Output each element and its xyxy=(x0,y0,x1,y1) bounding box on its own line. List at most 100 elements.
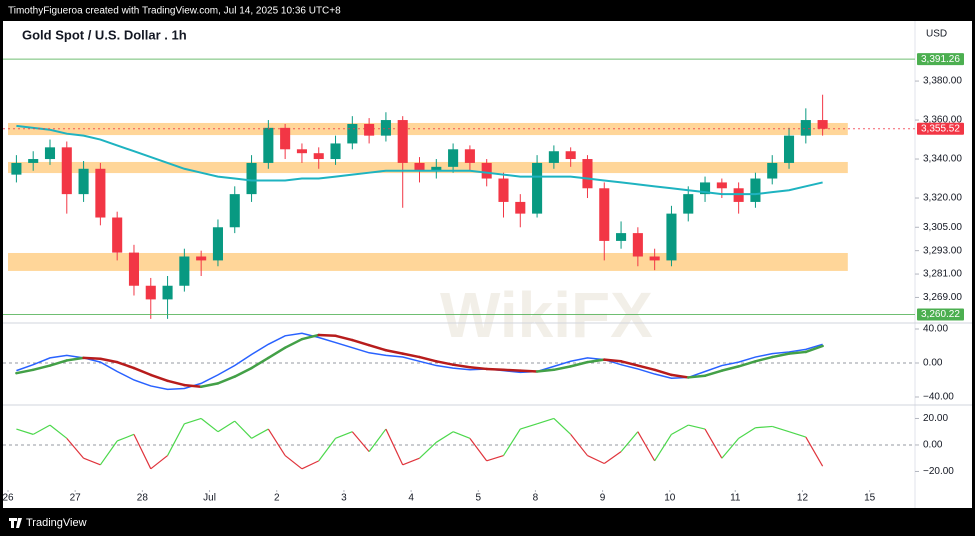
candle-body xyxy=(700,182,711,195)
oscillator-segment xyxy=(805,436,824,467)
logo xyxy=(9,518,22,528)
candle-body xyxy=(128,252,140,286)
candle-body xyxy=(783,135,795,163)
candle-body xyxy=(750,178,761,202)
candle-body xyxy=(162,285,173,300)
signal-segment xyxy=(65,356,85,362)
candle-body xyxy=(448,149,459,167)
oscillator-segment xyxy=(435,431,454,443)
candle-body xyxy=(464,149,475,163)
oscillator-segment xyxy=(184,417,202,425)
signal-segment xyxy=(468,365,488,371)
oscillator-segment xyxy=(671,424,689,435)
candle-body xyxy=(11,162,22,175)
signal-segment xyxy=(15,368,35,375)
candle-body xyxy=(330,143,341,160)
signal-segment xyxy=(48,359,69,367)
x-tick-label: 28 xyxy=(137,493,149,504)
x-tick-label: 4 xyxy=(408,493,414,504)
oscillator-segment xyxy=(351,431,370,452)
oscillator-segment xyxy=(385,428,404,466)
signal-segment xyxy=(283,337,304,349)
x-tick-label: 12 xyxy=(797,493,809,504)
signal-segment xyxy=(300,333,320,341)
candle-body xyxy=(532,162,543,214)
candle-body xyxy=(767,162,778,179)
candle-body xyxy=(397,120,408,163)
level-box xyxy=(917,53,964,66)
y-tick-label: 20.00 xyxy=(923,413,948,424)
signal-segment xyxy=(216,375,236,385)
signal-segment xyxy=(250,356,270,370)
oscillator-segment xyxy=(217,420,236,433)
oscillator-segment xyxy=(200,417,219,433)
x-tick-label: 26 xyxy=(2,493,14,504)
candle-body xyxy=(95,168,106,218)
y-tick-label: 40.00 xyxy=(923,324,948,335)
oscillator-segment xyxy=(49,424,68,439)
signal-segment xyxy=(653,368,673,377)
signal-segment xyxy=(770,352,791,359)
oscillator-segment xyxy=(99,440,118,466)
signal-segment xyxy=(552,365,572,372)
candle-body xyxy=(800,120,811,136)
chart-title: Gold Spot / U.S. Dollar . 1h xyxy=(22,27,187,42)
signal-segment xyxy=(233,366,253,378)
candle-body xyxy=(280,127,291,150)
candle-body xyxy=(313,153,324,160)
signal-segment xyxy=(670,373,690,379)
candle-body xyxy=(145,285,156,300)
oscillator-segment xyxy=(167,423,185,456)
oscillator-segment xyxy=(301,460,319,470)
signal-segment xyxy=(149,373,169,383)
x-tick-label: 11 xyxy=(730,493,741,504)
signal-segment xyxy=(687,374,707,379)
x-tick-label: 5 xyxy=(476,493,482,504)
candle-body xyxy=(61,147,72,195)
candle-body xyxy=(565,151,576,160)
oscillator-segment xyxy=(267,428,286,456)
level-box xyxy=(917,308,964,321)
candle-body xyxy=(683,194,694,214)
signal-segment xyxy=(351,338,371,347)
candle-body xyxy=(347,123,358,144)
candle-body xyxy=(196,256,207,261)
footer: TradingView xyxy=(9,517,87,529)
oscillator-segment xyxy=(251,428,269,439)
x-tick-label: 3 xyxy=(341,493,347,504)
signal-segment xyxy=(586,358,606,364)
x-tick-label: 10 xyxy=(664,493,676,504)
oscillator-segment xyxy=(335,431,353,439)
oscillator-segment xyxy=(150,455,168,470)
signal-segment xyxy=(418,355,438,363)
brand: TradingView xyxy=(26,517,87,529)
candle-body xyxy=(296,149,307,154)
oscillator-segment xyxy=(66,437,85,459)
oscillator-segment xyxy=(318,437,337,462)
candle-body xyxy=(548,151,559,163)
signal-segment xyxy=(535,368,556,373)
credit: TimothyFigueroa created with TradingView… xyxy=(8,6,341,17)
signal-segment xyxy=(485,367,505,372)
oscillator-segment xyxy=(603,451,622,465)
signal-segment xyxy=(99,357,119,364)
candle-body xyxy=(649,256,660,261)
oscillator-segment xyxy=(553,418,572,435)
y-tick-label: 3,380.00 xyxy=(923,76,962,87)
signal-segment xyxy=(519,369,539,373)
oscillator-segment xyxy=(32,424,51,435)
candle-body xyxy=(28,159,39,163)
signal-segment xyxy=(720,365,740,372)
level-label: 3,260.22 xyxy=(921,309,960,320)
candle-body xyxy=(582,159,593,189)
signal-segment xyxy=(636,364,656,372)
zone xyxy=(8,122,848,136)
signal-segment xyxy=(451,363,472,369)
y-tick-label: 3,269.00 xyxy=(923,292,962,303)
candle-body xyxy=(229,194,240,228)
y-tick-label: 3,320.00 xyxy=(923,193,962,204)
signal-segment xyxy=(603,358,623,363)
oscillator-segment xyxy=(133,434,152,470)
candle-body xyxy=(498,178,509,202)
